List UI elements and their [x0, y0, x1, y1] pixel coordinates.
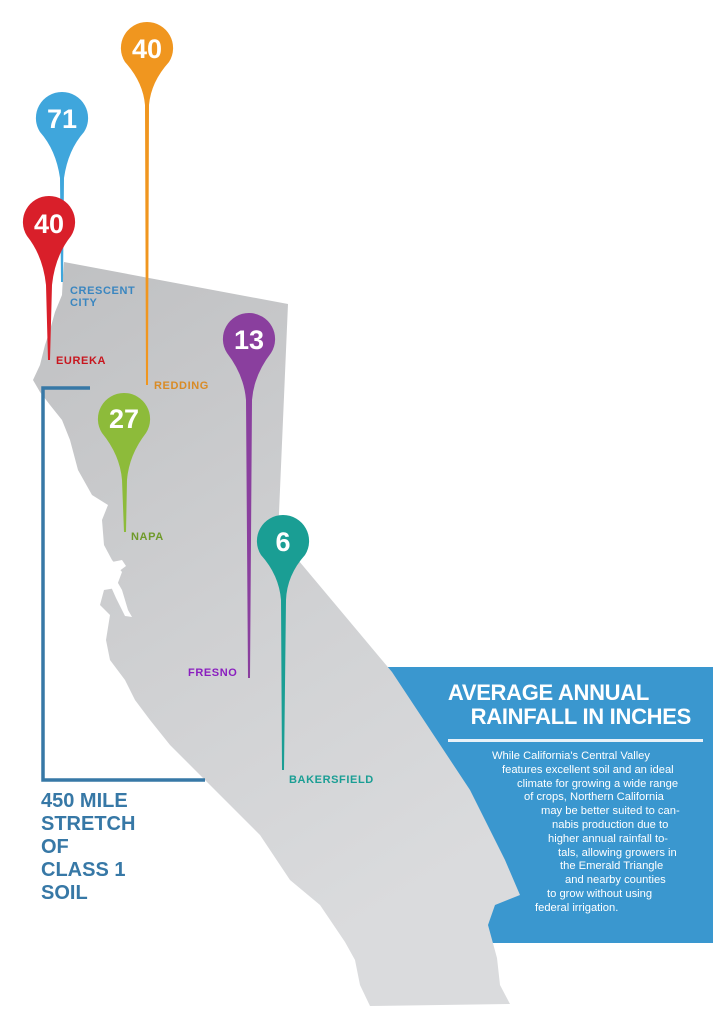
san-francisco-bay [108, 560, 132, 617]
info-title: AVERAGE ANNUAL RAINFALL IN INCHES [388, 681, 691, 729]
info-body-line: features excellent soil and an ideal [502, 763, 674, 776]
pin-redding: 40 [120, 21, 174, 385]
soil-callout-line: CLASS 1 [41, 859, 126, 881]
pin-bakersfield: 6 [256, 514, 310, 770]
pin-value: 13 [234, 325, 264, 355]
soil-callout-line: OF [41, 836, 69, 858]
soil-callout-line: 450 MILE [41, 790, 128, 812]
info-body: While California's Central Valley featur… [388, 750, 706, 916]
pin-crescent-city: 71 [35, 91, 89, 282]
pin-value: 40 [132, 34, 162, 64]
info-divider [448, 739, 703, 742]
pin-value: 40 [34, 209, 64, 239]
pin-napa: 27 [97, 392, 151, 532]
label-crescent-city: CRESCENT CITY [70, 285, 135, 309]
info-body-line: may be better suited to can- [541, 805, 680, 818]
soil-callout-line: STRETCH [41, 813, 136, 835]
pin-eureka: 40 [22, 195, 76, 360]
info-body-line: the Emerald Triangle [560, 860, 664, 873]
california-outline [33, 262, 520, 1006]
soil-callout: 450 MILE STRETCH OF CLASS 1 SOIL [41, 790, 135, 905]
info-body-line: nabis production due to [552, 818, 669, 831]
label-crescent-city-line2: CITY [70, 297, 98, 309]
info-body-line: federal irrigation. [535, 901, 619, 914]
pin-value: 6 [275, 527, 290, 557]
pin-value: 27 [109, 404, 139, 434]
info-title-line2: RAINFALL IN INCHES [470, 704, 692, 729]
label-eureka: EUREKA [56, 355, 107, 367]
pin-value: 71 [47, 104, 77, 134]
info-body-line: While California's Central Valley [492, 750, 650, 762]
info-body-line: to grow without using [547, 887, 653, 900]
label-bakersfield: BAKERSFIELD [289, 774, 374, 786]
label-napa: NAPA [131, 531, 164, 543]
info-title-line1: AVERAGE ANNUAL [447, 680, 649, 705]
label-redding: REDDING [154, 380, 209, 392]
info-body-line: climate for growing a wide range [517, 777, 679, 790]
soil-callout-line: SOIL [41, 882, 88, 904]
label-fresno: FRESNO [188, 667, 238, 679]
info-body-line: and nearby counties [565, 874, 666, 887]
info-body-line: tals, allowing growers in [558, 846, 677, 859]
info-body-line: higher annual rainfall to- [548, 832, 669, 845]
info-body-line: of crops, Northern California [524, 791, 664, 804]
pin-fresno: 13 [222, 312, 276, 678]
label-crescent-city-line1: CRESCENT [70, 285, 136, 297]
